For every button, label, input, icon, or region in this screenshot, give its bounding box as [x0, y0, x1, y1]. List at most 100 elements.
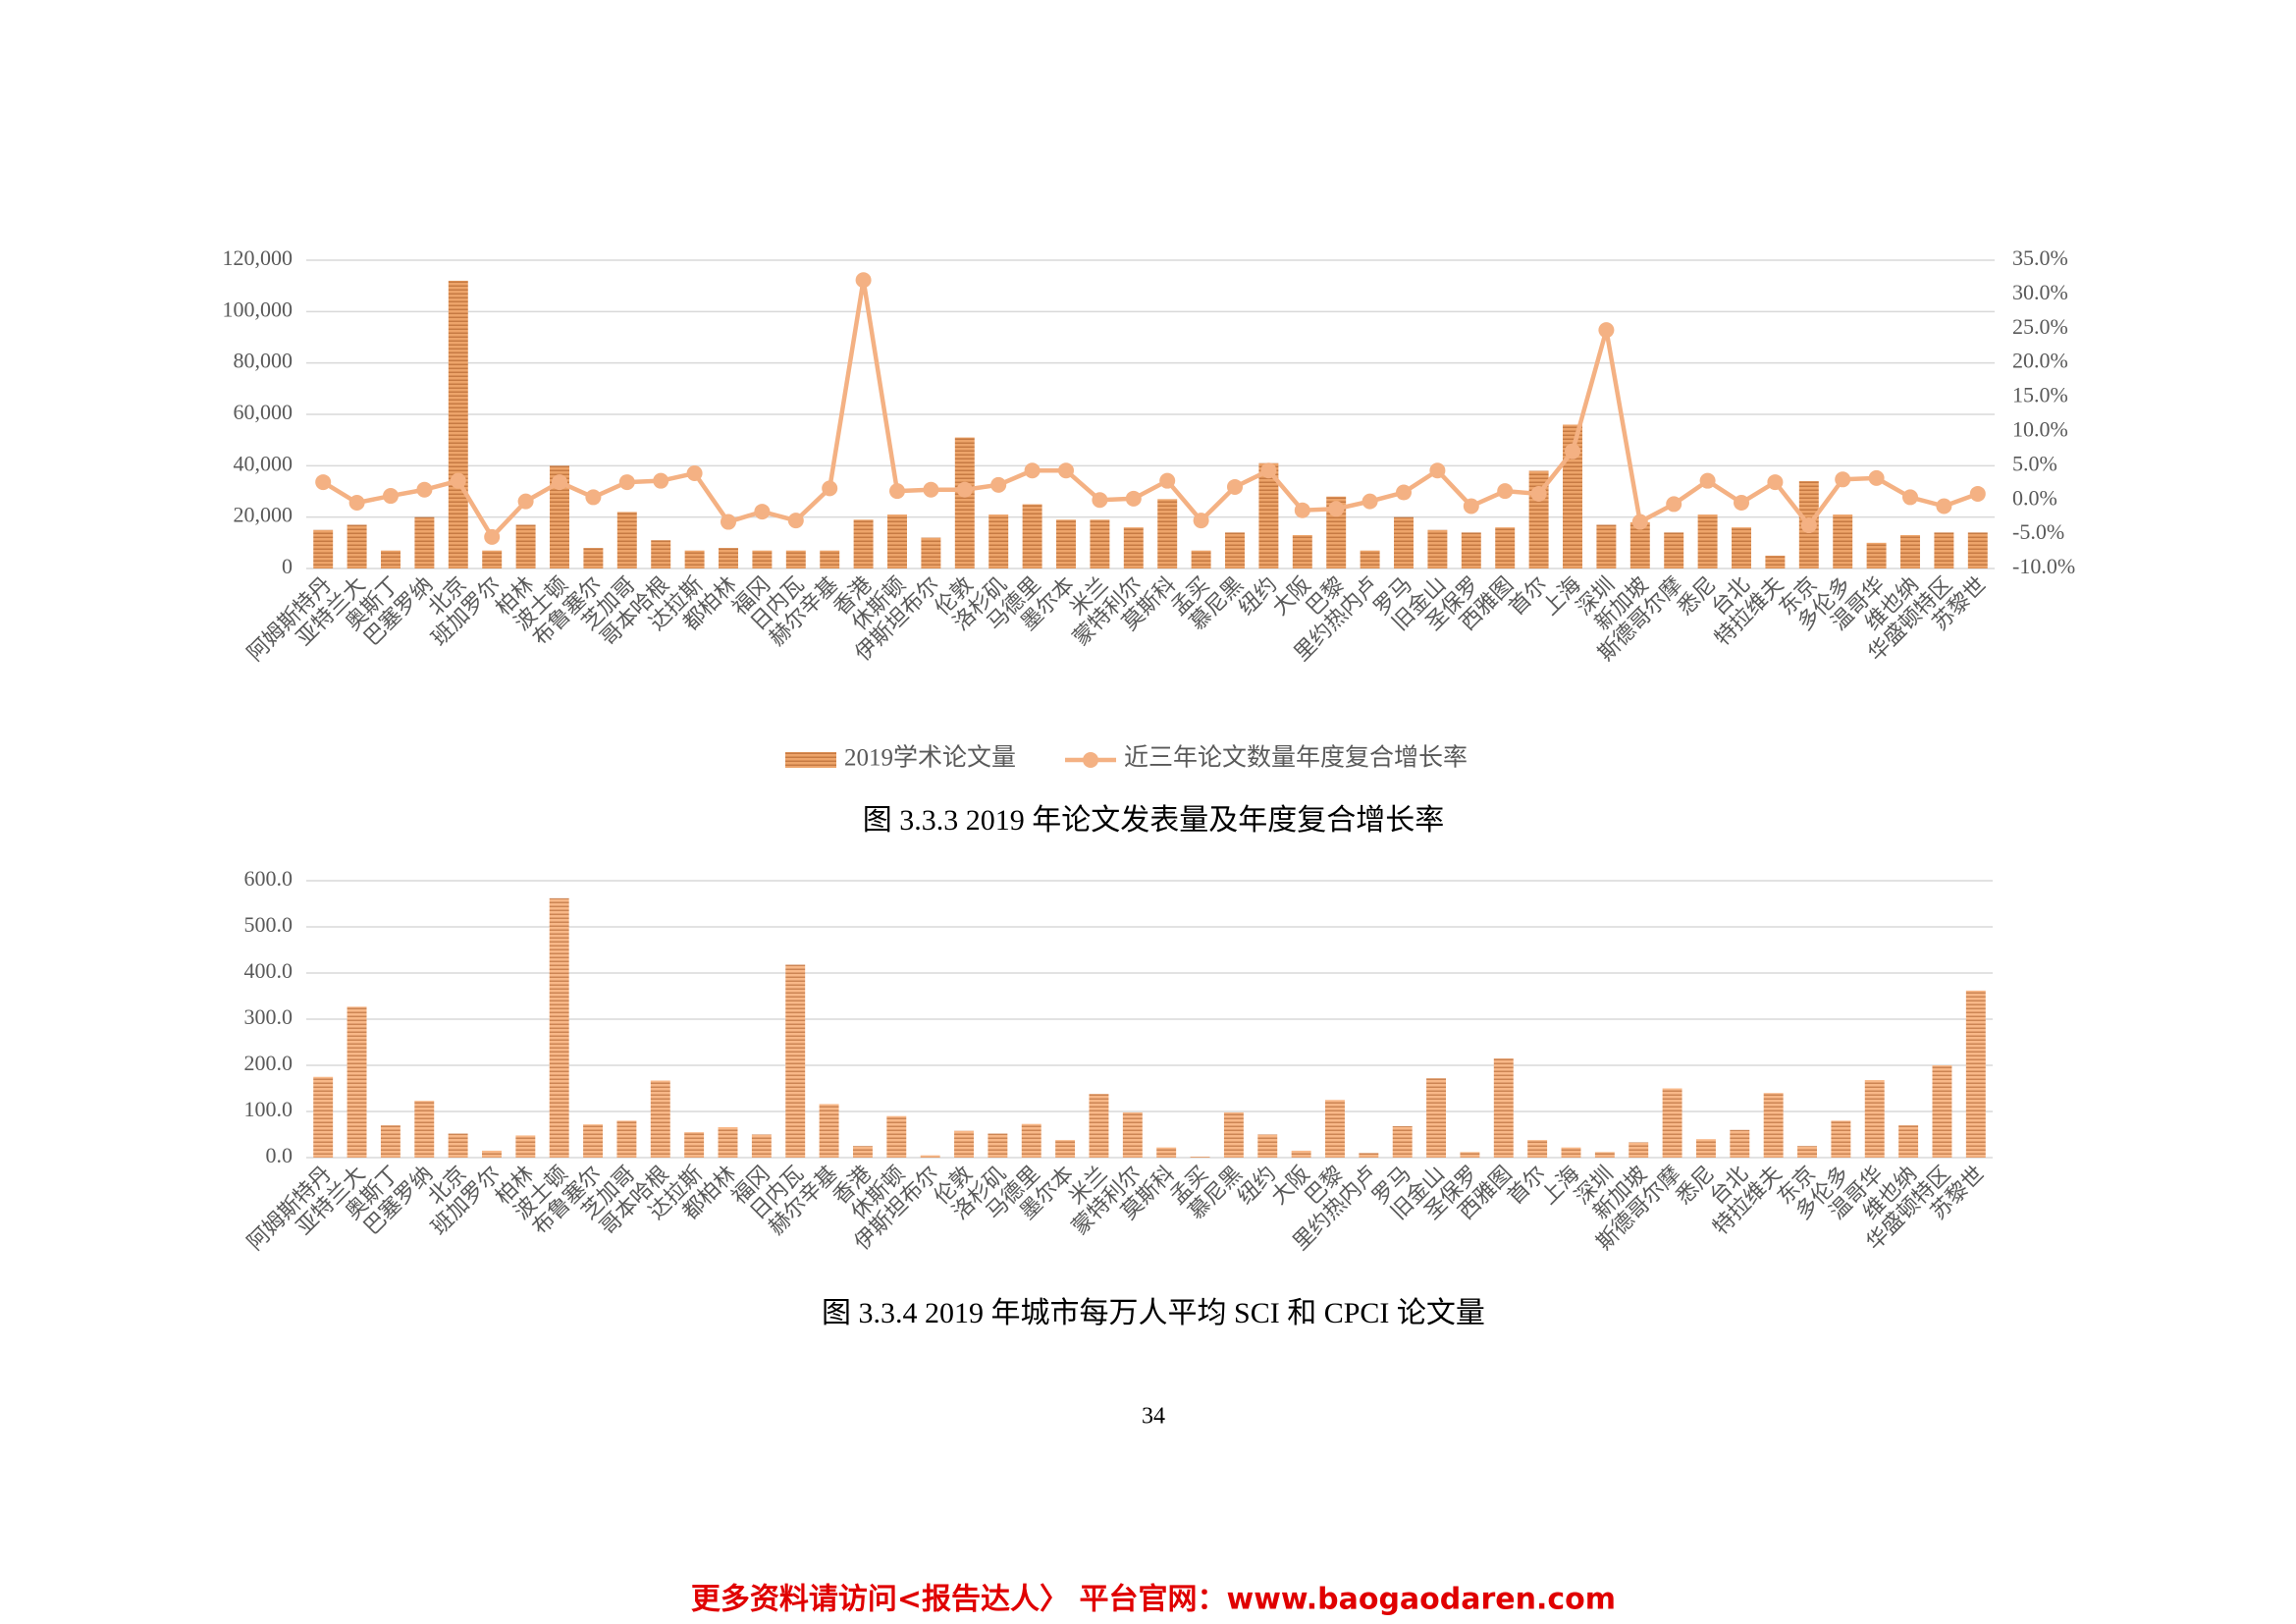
y2-tick-label: 35.0%	[2012, 245, 2068, 270]
bar	[820, 550, 840, 568]
bar	[482, 550, 503, 568]
bar	[1122, 1111, 1143, 1158]
line-marker	[653, 472, 669, 489]
bar	[1089, 1094, 1109, 1158]
line-marker	[1497, 483, 1514, 500]
line-marker	[1463, 498, 1479, 514]
line-marker	[1969, 485, 1986, 502]
bar	[988, 1133, 1008, 1158]
bar	[380, 1125, 400, 1158]
line-marker	[990, 476, 1007, 493]
bar	[1697, 514, 1718, 568]
bar	[852, 1146, 873, 1158]
bar	[616, 1120, 637, 1158]
y2-tick-label: 5.0%	[2012, 451, 2057, 475]
line-marker	[822, 480, 838, 497]
bar	[1965, 990, 1986, 1158]
line-marker	[450, 472, 466, 489]
bar	[1898, 1125, 1919, 1158]
bar	[1763, 1093, 1784, 1158]
bar	[1527, 1140, 1548, 1158]
line-marker	[855, 272, 872, 289]
line-marker	[552, 474, 567, 491]
y-tick-label: 80,000	[234, 349, 294, 373]
bar	[1866, 542, 1887, 568]
line-marker	[1936, 498, 1952, 514]
bar	[853, 519, 874, 568]
caption: 图 3.3.4 2019 年城市每万人平均 SCI 和 CPCI 论文量	[822, 1297, 1485, 1329]
bar	[1392, 1126, 1413, 1158]
bar	[347, 524, 367, 568]
bar	[920, 1155, 940, 1158]
line-marker	[1294, 502, 1310, 518]
line-marker	[1092, 492, 1108, 509]
y-tick-label: 400.0	[244, 958, 294, 983]
line-marker	[1734, 495, 1749, 512]
bar	[785, 550, 806, 568]
bar	[515, 524, 536, 568]
y-tick-label: 100.0	[244, 1097, 294, 1121]
y2-tick-label: -10.0%	[2012, 554, 2075, 578]
bar	[616, 512, 637, 568]
line-marker	[787, 513, 804, 529]
caption: 图 3.3.3 2019 年论文发表量及年度复合增长率	[863, 804, 1445, 837]
y-tick-label: 20,000	[234, 503, 294, 527]
y-tick-label: 500.0	[244, 912, 294, 937]
line-marker	[315, 474, 332, 491]
bar	[819, 1104, 839, 1158]
line-marker	[1530, 485, 1547, 502]
line-marker	[721, 514, 736, 530]
legend-swatch	[785, 752, 836, 768]
bar	[1461, 532, 1481, 568]
line-marker	[889, 483, 905, 500]
bar	[921, 537, 941, 568]
bar	[1730, 1129, 1750, 1158]
bar	[1662, 1088, 1682, 1158]
bar	[1426, 1078, 1447, 1158]
bar	[650, 1080, 670, 1158]
bar	[1864, 1080, 1885, 1158]
bar	[1359, 1153, 1379, 1158]
y-tick-label: 60,000	[234, 400, 294, 424]
y-tick-label: 0	[282, 554, 293, 578]
y-tick-label: 100,000	[223, 297, 294, 321]
bar	[583, 1124, 604, 1158]
y2-tick-label: 10.0%	[2012, 416, 2068, 441]
line-marker	[1328, 501, 1345, 517]
bar	[719, 548, 738, 568]
line-marker	[1902, 489, 1918, 506]
bar	[1932, 1065, 1952, 1158]
line-marker	[686, 465, 703, 482]
bar	[1900, 534, 1920, 568]
bar	[1629, 1142, 1649, 1158]
bar	[1225, 532, 1245, 568]
bar	[1831, 1120, 1851, 1158]
line-marker	[484, 528, 501, 545]
bar	[1833, 514, 1853, 568]
line-marker	[1598, 322, 1615, 339]
y-tick-label: 40,000	[234, 451, 294, 475]
bar	[1056, 519, 1076, 568]
bar	[886, 1115, 907, 1158]
legend-swatch	[1083, 752, 1099, 768]
line-marker	[1666, 496, 1682, 513]
bar	[1191, 550, 1211, 568]
bar	[751, 1134, 772, 1158]
y2-tick-label: 0.0%	[2012, 485, 2057, 510]
y-tick-label: 600.0	[244, 866, 294, 891]
bar	[515, 1135, 536, 1158]
bar	[1223, 1111, 1244, 1158]
bar	[583, 548, 604, 568]
bar	[1629, 521, 1650, 568]
y2-tick-label: 15.0%	[2012, 383, 2068, 407]
bar	[448, 1133, 468, 1158]
bar	[414, 1101, 435, 1158]
bar	[1325, 1100, 1345, 1158]
bar	[785, 964, 806, 1158]
bar	[651, 540, 671, 568]
y-tick-label: 0.0	[266, 1143, 294, 1167]
line-marker	[1429, 462, 1446, 479]
bar	[1732, 527, 1751, 568]
bar	[718, 1126, 738, 1158]
line-marker	[754, 504, 771, 520]
